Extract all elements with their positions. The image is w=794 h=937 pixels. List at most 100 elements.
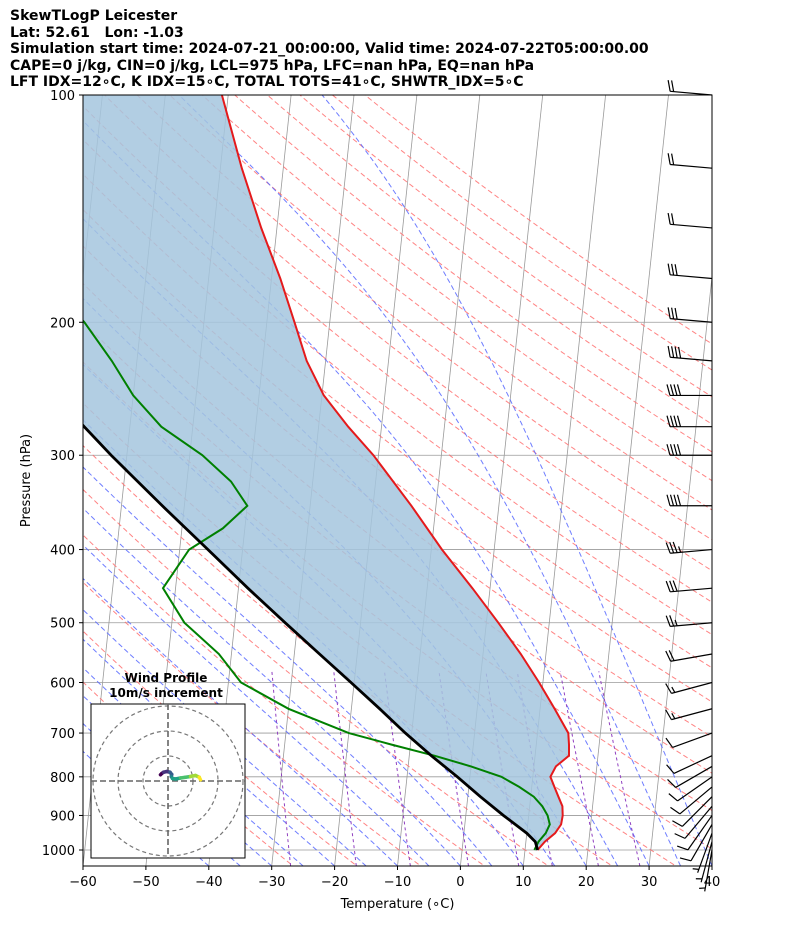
chart-title: SkewTLogP Leicester: [10, 8, 178, 24]
y-tick-label: 800: [50, 771, 75, 786]
location-line: Lat: 52.61 Lon: -1.03: [10, 24, 184, 41]
dry-adiabat: [266, 95, 712, 425]
wind-barb-shaft: [671, 708, 713, 721]
wind-barb-feather: [671, 307, 675, 320]
wind-barb-feather: [666, 494, 671, 506]
x-tick-label: 40: [704, 875, 721, 890]
wind-barb-shaft: [677, 776, 713, 802]
wind-barb-feather: [676, 845, 689, 851]
x-tick-label: −20: [321, 875, 348, 890]
wind-barb: [692, 832, 713, 873]
dry-adiabat: [331, 95, 712, 371]
wind-barb: [670, 786, 713, 815]
y-tick-label: 200: [50, 316, 75, 331]
wind-barb-shaft: [704, 849, 713, 892]
wind-barb-shaft: [690, 824, 713, 862]
wind-barb-shaft: [673, 755, 713, 774]
wind-barb-shaft: [670, 90, 713, 96]
isotherm: [648, 272, 712, 866]
wind-barb-shaft: [671, 681, 713, 694]
dry-adiabat: [364, 95, 712, 345]
wind-barb-feather: [673, 444, 678, 456]
wind-barb-shaft: [670, 653, 713, 662]
mixing-ratio-line: [438, 671, 469, 866]
mixing-ratio-line: [384, 671, 411, 866]
wind-barb-shaft: [670, 223, 713, 229]
dry-adiabat: [201, 95, 712, 482]
mixing-ratio-line: [598, 671, 641, 866]
wind-barb-feather: [665, 580, 671, 593]
parcel-profile-line: [83, 423, 539, 851]
wind-barb-feather: [674, 833, 686, 839]
y-tick-label: 700: [50, 727, 75, 742]
hodograph-title: Wind Profile: [125, 671, 208, 685]
mixing-ratio-line: [559, 671, 599, 866]
x-tick-label: −60: [69, 875, 96, 890]
x-tick-label: −10: [384, 875, 411, 890]
wind-barb-feather: [665, 542, 671, 554]
wind-barb-feather: [666, 764, 675, 774]
dry-adiabat: [234, 95, 712, 453]
wind-barb-shaft: [687, 815, 713, 851]
wind-barb-half-feather: [674, 619, 678, 626]
wind-barb-feather: [667, 263, 671, 275]
wind-barb-feather: [672, 541, 678, 553]
wind-barb-shaft: [670, 356, 713, 362]
wind-barb: [665, 615, 713, 627]
wind-barb-feather: [666, 444, 671, 456]
wind-barb: [667, 80, 713, 96]
moist-adiabat: [83, 577, 398, 866]
x-tick-label: −50: [132, 875, 159, 890]
dewpoint-line: [83, 319, 551, 851]
moist-adiabat: [178, 95, 681, 866]
wind-barb: [695, 841, 713, 883]
wind-barb-feather: [677, 346, 682, 359]
dry-adiabat: [83, 534, 486, 866]
wind-barb: [676, 815, 713, 851]
hodograph-trace-segment: [197, 775, 203, 782]
wind-barb: [674, 805, 713, 839]
wind-barb-feather: [676, 415, 682, 427]
wind-barb-shaft: [700, 841, 713, 883]
wind-barb: [666, 755, 713, 774]
wind-barb-half-feather: [671, 686, 676, 693]
index-values-line: LFT IDX=12∘C, K IDX=15∘C, TOTAL TOTS=41∘…: [10, 74, 524, 90]
wind-barb-feather: [679, 857, 692, 862]
wind-barb: [666, 415, 712, 428]
moist-adiabat: [83, 608, 367, 866]
wind-barb-feather: [669, 384, 675, 396]
wind-barb: [667, 212, 713, 229]
wind-barb-half-feather: [678, 546, 682, 553]
wind-barb-feather: [667, 307, 671, 319]
mixing-ratio-line: [333, 671, 357, 866]
wind-barb: [667, 153, 713, 169]
x-tick-label: −30: [258, 875, 285, 890]
moist-adiabat: [83, 507, 461, 866]
wind-barb: [667, 345, 713, 362]
dry-adiabat: [168, 95, 712, 511]
wind-barb: [665, 580, 713, 593]
wind-barb-feather: [667, 212, 671, 225]
wind-barb: [668, 776, 713, 802]
wind-barb-feather: [670, 806, 681, 815]
wind-barb-feather: [669, 444, 675, 456]
y-tick-label: 400: [50, 544, 75, 559]
moist-adiabat: [321, 95, 712, 866]
moist-adiabat: [83, 119, 650, 866]
y-tick-label: 1000: [42, 844, 75, 859]
wind-barb-feather: [665, 737, 674, 748]
wind-barb: [665, 650, 713, 662]
wind-barb-feather: [669, 615, 675, 627]
wind-barb-shaft: [670, 163, 713, 169]
time-line: Simulation start time: 2024-07-21_00:00:…: [10, 41, 649, 57]
wind-barb-feather: [665, 615, 671, 627]
wind-barb-feather: [669, 580, 675, 592]
wind-barb-feather: [667, 80, 671, 92]
isotherm: [397, 95, 481, 866]
wind-barb-feather: [673, 494, 678, 506]
moist-adiabat: [83, 466, 493, 866]
wind-barb-feather: [674, 346, 678, 358]
wind-barb-feather: [668, 793, 678, 802]
moist-adiabat: [83, 638, 335, 866]
wind-barb-feather: [672, 820, 683, 827]
